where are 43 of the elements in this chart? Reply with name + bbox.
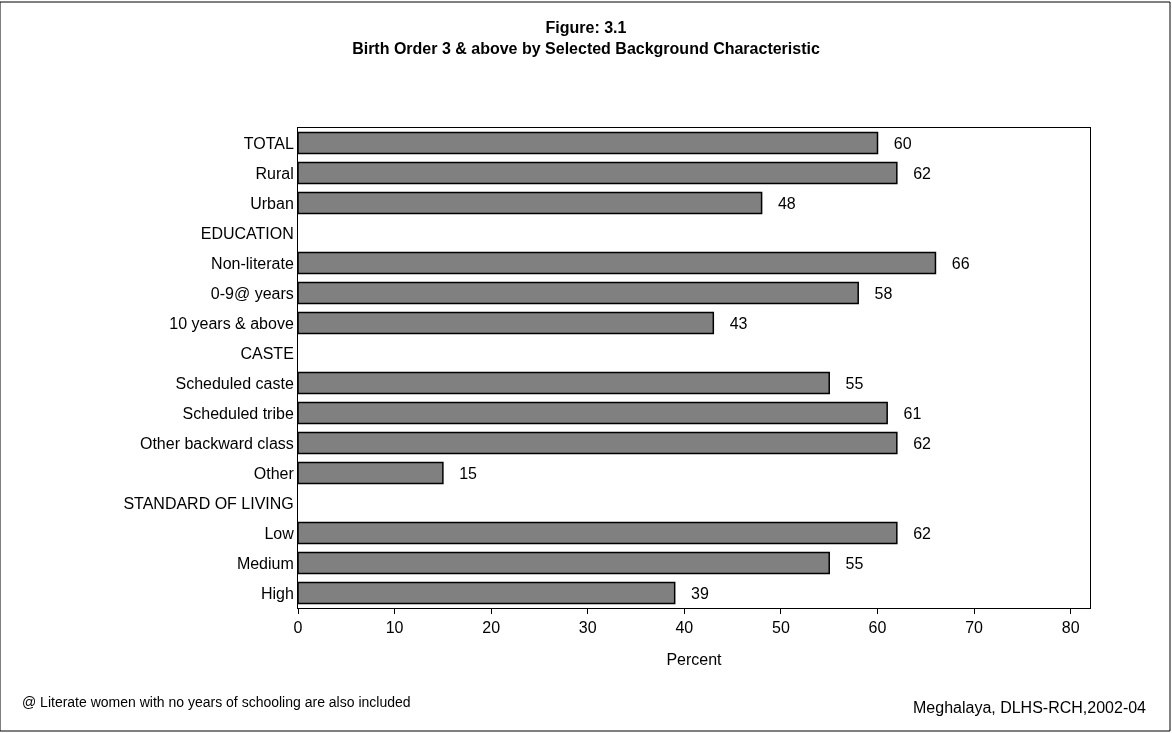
x-tick-label: 0 — [293, 619, 303, 637]
data-label: 43 — [716, 314, 748, 332]
data-label: 15 — [445, 464, 478, 482]
y-tick-label: EDUCATION — [200, 224, 294, 242]
y-tick-label: 0-9@ years — [210, 284, 294, 302]
chart-subtitle: Birth Order 3 & above by Selected Background Characteristic — [352, 39, 820, 57]
x-tick-label: 20 — [482, 619, 501, 637]
y-tick-label: Medium — [236, 554, 294, 572]
data-label: 48 — [764, 194, 796, 212]
y-tick-label: Other — [253, 464, 295, 482]
data-label: 61 — [890, 404, 922, 422]
text: Meghalaya, DLHS-RCH,2002-04 — [913, 699, 1147, 716]
data-label: 60 — [880, 134, 912, 152]
x-tick-label: 30 — [578, 619, 597, 637]
y-tick-label: 10 years & above — [169, 314, 294, 332]
y-tick-label: Scheduled caste — [175, 374, 294, 392]
y-tick-label: Low — [264, 524, 295, 542]
y-tick-label: STANDARD OF LIVING — [123, 494, 294, 512]
data-label: 39 — [677, 584, 709, 602]
y-tick-label: Urban — [250, 194, 294, 212]
x-tick-label: 60 — [868, 619, 887, 637]
chart-title: Figure: 3.1 — [545, 18, 627, 36]
data-label: 66 — [938, 254, 970, 272]
y-tick-label: Non-literate — [211, 254, 294, 272]
data-label: 55 — [832, 554, 864, 572]
x-tick-label: 80 — [1061, 619, 1080, 637]
y-tick-label: TOTAL — [243, 134, 294, 152]
x-tick-label: 10 — [385, 619, 404, 637]
y-tick-label: CASTE — [240, 344, 294, 362]
text: @ Literate women with no years of schooling are also included — [22, 694, 411, 710]
y-tick-label: Other backward class — [139, 434, 294, 452]
data-label: 62 — [899, 434, 932, 452]
x-tick-label: 40 — [675, 619, 694, 637]
y-tick-label: High — [260, 584, 294, 602]
y-tick-label: Scheduled tribe — [182, 404, 294, 422]
x-tick-label: 70 — [965, 619, 984, 637]
data-label: 62 — [899, 164, 932, 182]
y-tick-label: Rural — [255, 164, 294, 182]
x-axis-title: Percent — [666, 650, 723, 668]
x-tick-label: 50 — [772, 619, 790, 637]
data-label: 55 — [832, 374, 864, 392]
data-label: 62 — [899, 524, 932, 542]
data-label: 58 — [861, 284, 893, 302]
